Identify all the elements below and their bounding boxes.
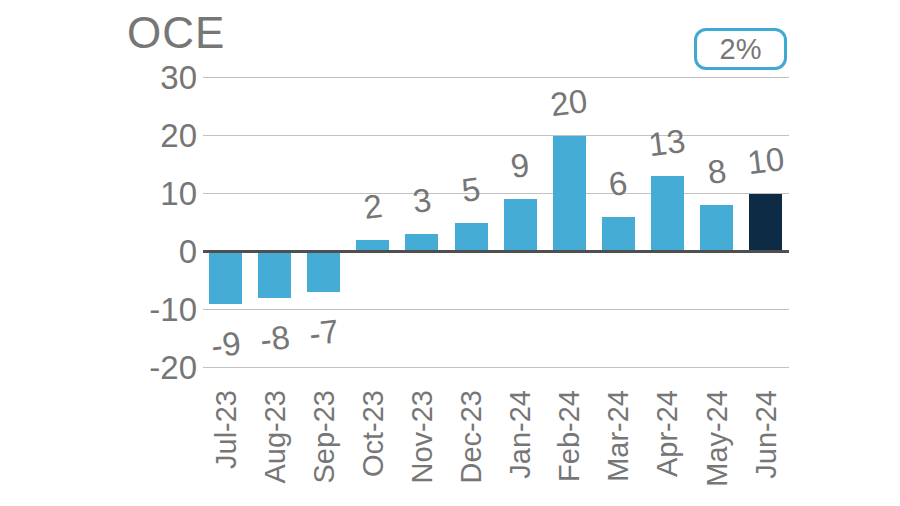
chart-title: OCE — [127, 8, 225, 58]
x-axis-label: May-24 — [702, 390, 732, 487]
bar-Mar-24 — [602, 217, 635, 252]
chart-canvas: OCE 2% 3020100-10-20-9Jul-23-8Aug-23-7Se… — [0, 0, 900, 506]
x-axis-label: Jul-23 — [211, 390, 241, 469]
gridline-y30 — [203, 77, 789, 79]
zero-axis-line — [203, 250, 789, 253]
y-axis-label: -10 — [90, 290, 197, 330]
y-axis-label: 20 — [90, 116, 197, 156]
bar-Jan-24 — [504, 199, 537, 251]
x-axis-label: Apr-24 — [652, 390, 682, 477]
bar-Sep-23 — [307, 252, 340, 293]
bar-Jul-23 — [209, 252, 242, 304]
x-axis-label: Mar-24 — [603, 390, 633, 482]
bar-Dec-23 — [455, 223, 488, 252]
bar-Jun-24 — [749, 194, 782, 252]
bar-value-label: -7 — [252, 308, 395, 359]
bar-Aug-23 — [258, 252, 291, 298]
y-axis-label: 10 — [90, 174, 197, 214]
y-axis-label: 30 — [90, 58, 197, 98]
bar-May-24 — [700, 205, 733, 251]
x-axis-label: Sep-23 — [309, 390, 339, 484]
x-axis-label: Feb-24 — [554, 390, 584, 482]
gridline-y-20 — [203, 367, 789, 369]
x-axis-label: Jun-24 — [751, 390, 781, 479]
percentage-badge-label: 2% — [720, 33, 762, 66]
percentage-badge: 2% — [694, 28, 787, 70]
x-axis-label: Dec-23 — [456, 390, 486, 484]
gridline-y-10 — [203, 309, 789, 311]
bar-Nov-23 — [405, 234, 438, 251]
x-axis-label: Jan-24 — [505, 390, 535, 479]
x-axis-label: Oct-23 — [358, 390, 388, 477]
x-axis-label: Aug-23 — [260, 390, 290, 484]
y-axis-label: 0 — [90, 232, 197, 272]
bar-value-label: 20 — [498, 77, 641, 128]
x-axis-label: Nov-23 — [407, 390, 437, 484]
